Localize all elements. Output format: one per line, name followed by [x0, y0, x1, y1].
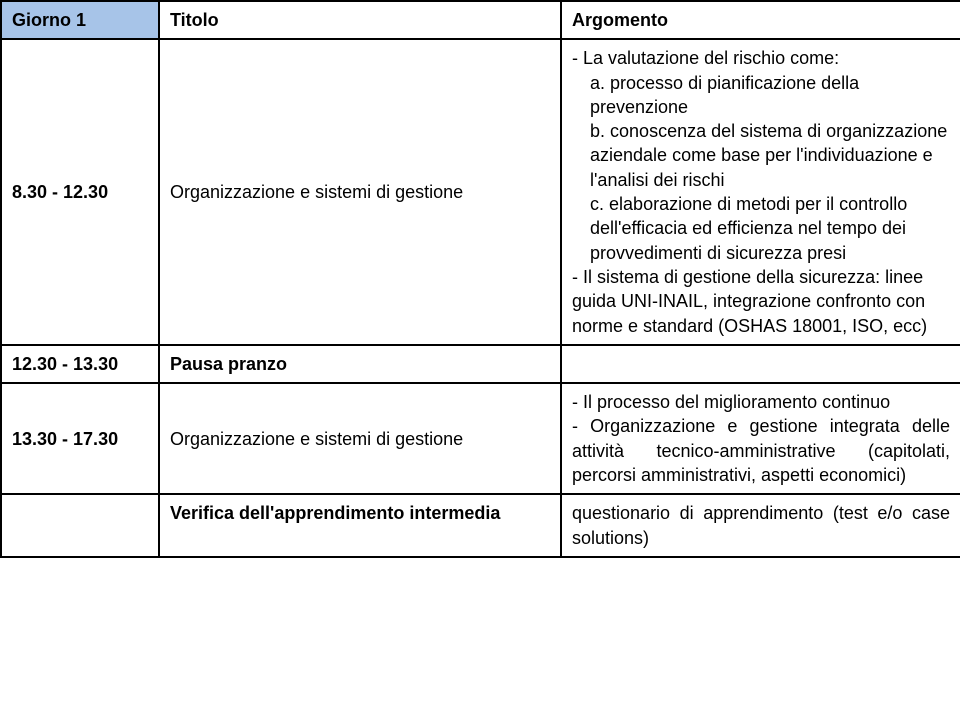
title-cell: Organizzazione e sistemi di gestione: [159, 39, 561, 345]
arg-item-letter: c.: [590, 194, 604, 214]
arg-item: a. processo di pianificazione della prev…: [590, 71, 950, 120]
arg-item-text: conoscenza del sistema di organizzazione…: [590, 121, 947, 190]
argument-cell: - Il processo del miglioramento continuo…: [561, 383, 960, 494]
arg-tail: - Il sistema di gestione della sicurezza…: [572, 265, 950, 338]
time-cell: [1, 494, 159, 557]
header-title: Titolo: [159, 1, 561, 39]
arg-item-text: elaborazione di metodi per il controllo …: [590, 194, 907, 263]
header-day: Giorno 1: [1, 1, 159, 39]
argument-cell: [561, 345, 960, 383]
table-row: 8.30 - 12.30 Organizzazione e sistemi di…: [1, 39, 960, 345]
table-row: 13.30 - 17.30 Organizzazione e sistemi d…: [1, 383, 960, 494]
arg-item-letter: a.: [590, 73, 605, 93]
time-cell: 13.30 - 17.30: [1, 383, 159, 494]
time-cell: 8.30 - 12.30: [1, 39, 159, 345]
argument-cell: questionario di apprendimento (test e/o …: [561, 494, 960, 557]
course-schedule-table: Giorno 1 Titolo Argomento 8.30 - 12.30 O…: [0, 0, 960, 558]
title-cell: Pausa pranzo: [159, 345, 561, 383]
header-argument: Argomento: [561, 1, 960, 39]
arg-item: c. elaborazione di metodi per il control…: [590, 192, 950, 265]
title-cell: Organizzazione e sistemi di gestione: [159, 383, 561, 494]
arg-lead: - La valutazione del rischio come:: [572, 46, 950, 70]
arg-sublist: a. processo di pianificazione della prev…: [572, 71, 950, 265]
arg-item-text: processo di pianificazione della prevenz…: [590, 73, 859, 117]
title-cell: Verifica dell'apprendimento intermedia: [159, 494, 561, 557]
table-row: 12.30 - 13.30 Pausa pranzo: [1, 345, 960, 383]
table-header-row: Giorno 1 Titolo Argomento: [1, 1, 960, 39]
time-cell: 12.30 - 13.30: [1, 345, 159, 383]
argument-cell: - La valutazione del rischio come: a. pr…: [561, 39, 960, 345]
table-row: Verifica dell'apprendimento intermedia q…: [1, 494, 960, 557]
arg-item: b. conoscenza del sistema di organizzazi…: [590, 119, 950, 192]
arg-item-letter: b.: [590, 121, 605, 141]
